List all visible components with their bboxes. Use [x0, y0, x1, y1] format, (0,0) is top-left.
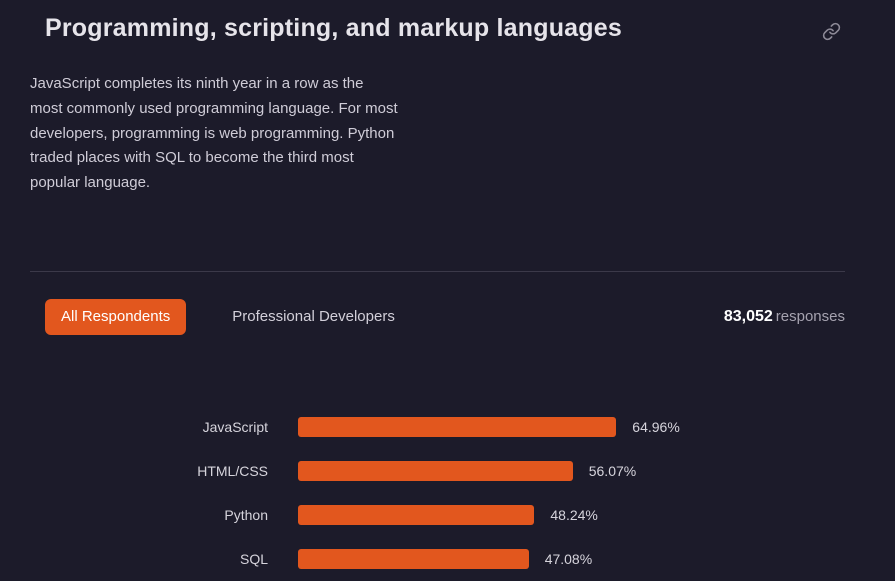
chart-row: JavaScript 64.96% — [30, 405, 845, 449]
chart-row: SQL 47.08% — [30, 537, 845, 581]
section-divider — [30, 270, 845, 272]
tab-all-respondents[interactable]: All Respondents — [45, 298, 187, 335]
bar-javascript[interactable] — [298, 416, 617, 437]
chart-row: HTML/CSS 56.07% — [30, 449, 845, 493]
bar-chart: JavaScript 64.96% HTML/CSS 56.07% Python 48.2… — [30, 405, 845, 581]
responses-label: responses — [775, 307, 845, 325]
bar-python[interactable] — [298, 504, 535, 525]
bar-track: 64.96% — [298, 416, 788, 437]
chart-row: Python 48.24% — [30, 493, 845, 537]
section-header: Programming, scripting, and markup langu… — [30, 14, 845, 45]
responses-count: 83,052 — [723, 307, 773, 325]
tabs: All Respondents Professional Developers — [30, 298, 411, 335]
bar-value-label: 64.96% — [632, 418, 680, 435]
bar-value-label: 56.07% — [588, 462, 637, 479]
tab-row: All Respondents Professional Developers … — [30, 298, 845, 335]
chart-category-label: SQL — [239, 550, 268, 567]
link-icon — [822, 22, 841, 41]
responses-summary: 83,052 responses — [724, 308, 845, 326]
intro-paragraph: JavaScript completes its ninth year in a… — [30, 75, 398, 191]
bar-sql[interactable] — [298, 548, 529, 569]
chart-category-label: JavaScript — [202, 418, 268, 435]
bar-track: 48.24% — [298, 504, 788, 525]
tab-professional-developers[interactable]: Professional Developers — [216, 299, 411, 335]
bar-value-label: 48.24% — [550, 506, 598, 523]
anchor-link-button[interactable] — [818, 18, 845, 45]
bar-track: 56.07% — [298, 460, 788, 481]
bar-track: 47.08% — [298, 548, 788, 569]
chart-category-label: HTML/CSS — [197, 462, 268, 479]
bar-html-css[interactable] — [298, 460, 573, 481]
chart-category-label: Python — [224, 506, 268, 523]
bar-value-label: 47.08% — [544, 550, 593, 567]
page-title: Programming, scripting, and markup langu… — [45, 14, 622, 42]
